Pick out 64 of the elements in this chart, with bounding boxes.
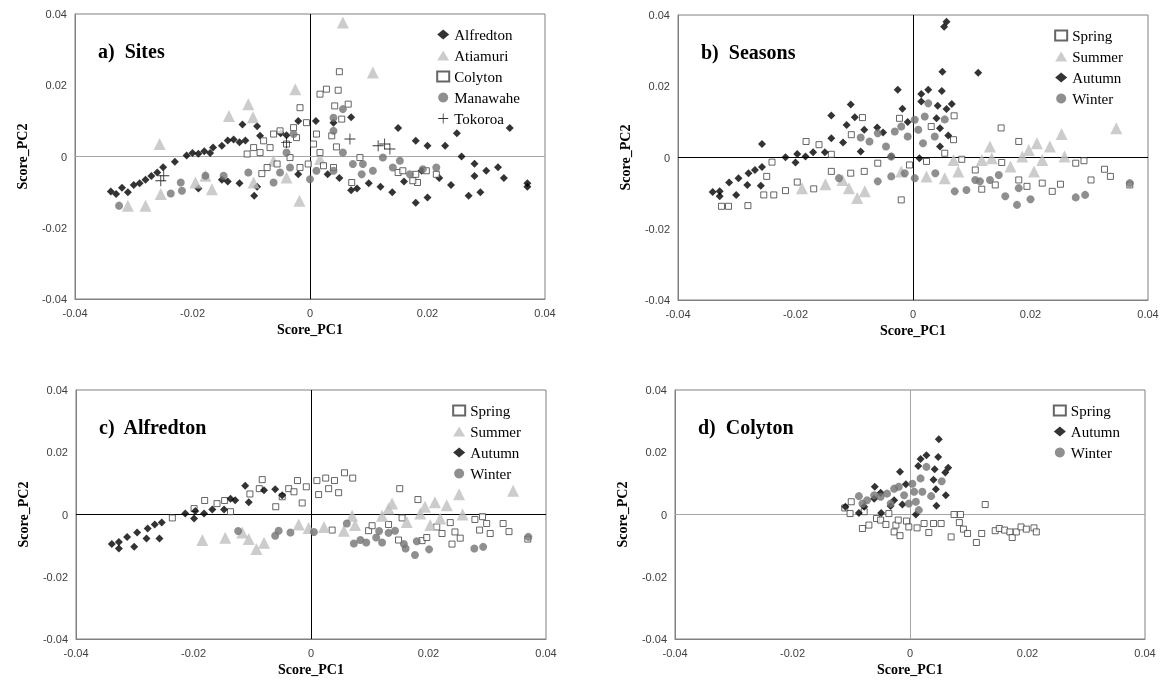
legend-label: Winter (470, 465, 512, 482)
y-tick-label: -0.04 (644, 294, 670, 306)
y-tick-label: 0 (660, 508, 667, 521)
text: c) Alfredton (99, 416, 207, 439)
y-tick-label: -0.02 (641, 570, 667, 583)
x-tick-label: 0.04 (1134, 646, 1156, 659)
legend-label: Winter (1072, 90, 1114, 107)
x-tick-label: -0.02 (779, 646, 806, 659)
text: b) Seasons (701, 41, 796, 64)
x-tick-label: 0 (306, 306, 314, 319)
x-tick-label: 0.02 (417, 646, 440, 659)
y-axis-title: Score_PC2 (14, 123, 30, 190)
x-tick-label: 0 (906, 646, 914, 659)
y-tick-label: 0.02 (645, 446, 667, 459)
x-axis-title: Score_PC1 (877, 662, 943, 678)
x-tick-label: -0.02 (180, 646, 207, 659)
legend-label: Winter (1070, 444, 1112, 461)
x-axis-title: Score_PC1 (278, 662, 344, 678)
legend-label: Summer (1072, 48, 1124, 65)
x-tick-label: 0 (909, 307, 917, 320)
y-tick-label: 0.02 (648, 80, 670, 93)
legend-label: Spring (1072, 27, 1113, 44)
legend-label: Autumn (1072, 69, 1122, 86)
x-axis-title: Score_PC1 (277, 322, 343, 338)
y-axis-title: Score_PC2 (15, 481, 31, 548)
y-tick-label: 0.04 (648, 9, 670, 21)
y-axis-title: Score_PC2 (614, 481, 630, 548)
legend-label: Spring (1070, 402, 1112, 419)
y-tick-label: 0 (663, 151, 670, 164)
x-tick-label: 0.04 (535, 646, 557, 659)
x-tick-label: 0.04 (1137, 307, 1159, 320)
y-axis-title: Score_PC2 (617, 124, 633, 191)
legend-label: Manawahe (454, 89, 521, 106)
y-tick-label: 0.02 (45, 79, 67, 92)
y-tick-label: -0.02 (644, 222, 670, 235)
x-tick-label: -0.02 (179, 306, 206, 319)
y-tick-label: 0.04 (645, 384, 667, 396)
legend-label: Colyton (454, 68, 504, 85)
y-tick-label: -0.02 (41, 221, 67, 234)
y-tick-label: 0 (61, 508, 68, 521)
y-tick-label: -0.04 (42, 633, 68, 645)
x-tick-label: 0.02 (1016, 646, 1039, 659)
y-tick-label: 0.02 (46, 446, 68, 459)
x-axis-title: Score_PC1 (880, 323, 946, 339)
legend-label: Atiamuri (454, 47, 509, 64)
legend-label: Tokoroa (454, 110, 505, 127)
text: a) Sites (98, 40, 165, 63)
text: d) Colyton (698, 416, 794, 439)
y-tick-label: -0.02 (42, 570, 68, 583)
legend-label: Spring (470, 402, 511, 419)
legend-label: Summer (470, 423, 522, 440)
y-tick-label: -0.04 (41, 293, 67, 305)
legend-label: Alfredton (454, 26, 514, 43)
y-tick-label: 0 (60, 150, 67, 163)
legend-label: Autumn (1070, 423, 1121, 440)
y-tick-label: 0.04 (46, 384, 68, 396)
y-tick-label: -0.04 (641, 633, 667, 645)
x-tick-label: 0.02 (416, 306, 439, 319)
x-tick-label: 0 (307, 646, 315, 659)
legend-label: Autumn (470, 444, 520, 461)
x-tick-label: 0.04 (534, 306, 556, 319)
y-tick-label: 0.04 (45, 8, 67, 20)
x-tick-label: 0.02 (1019, 307, 1042, 320)
x-tick-label: -0.02 (782, 307, 809, 320)
